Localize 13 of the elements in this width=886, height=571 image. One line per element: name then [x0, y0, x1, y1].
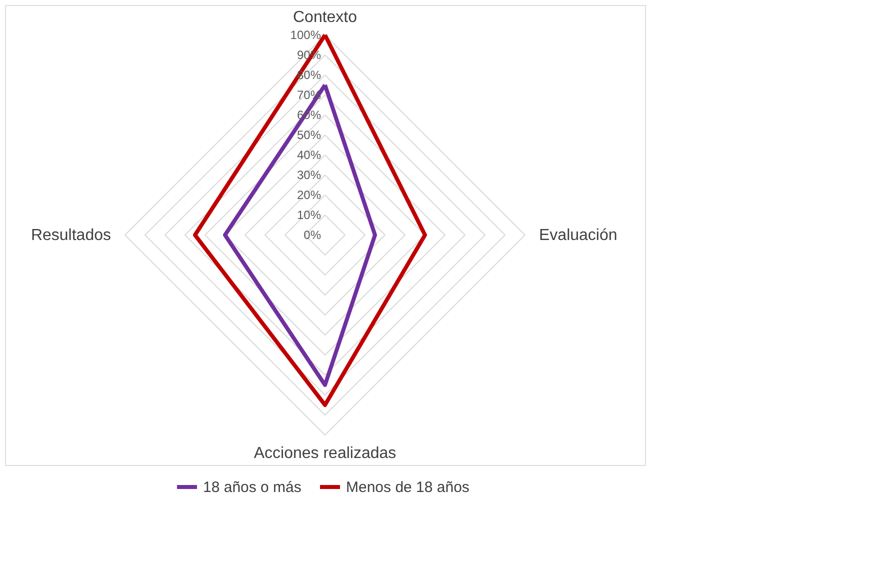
- y-tick-label: 50%: [296, 128, 322, 142]
- y-tick-label: 0%: [304, 228, 322, 242]
- y-tick-label: 30%: [296, 168, 322, 182]
- y-tick-label: 20%: [296, 188, 322, 202]
- spoke-label: Evaluación: [539, 227, 618, 244]
- y-tick-label: 100%: [290, 28, 322, 42]
- y-tick-label: 10%: [296, 208, 322, 222]
- legend-label: 18 años o más: [203, 479, 302, 496]
- y-tick-label: 40%: [296, 148, 322, 162]
- legend-label: Menos de 18 años: [346, 479, 470, 496]
- spoke-label: Contexto: [292, 9, 358, 26]
- spoke-label: Resultados: [30, 227, 111, 244]
- spoke-label: Acciones realizadas: [254, 445, 396, 462]
